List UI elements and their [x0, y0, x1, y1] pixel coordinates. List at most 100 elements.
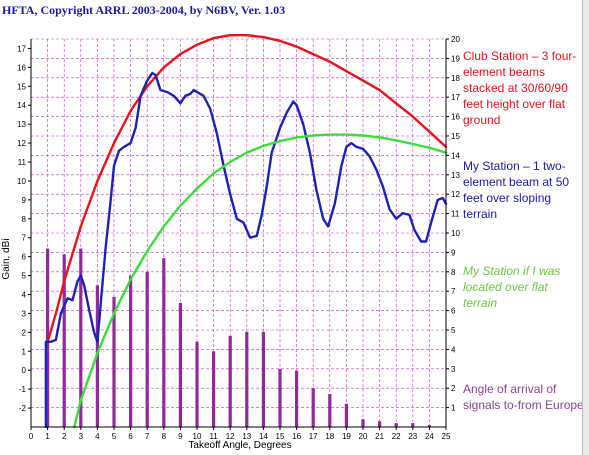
- x-tick-label: 1: [45, 432, 50, 441]
- window-edge: [582, 0, 589, 455]
- my-station-note: My Station – 1 two-element beam at 50 fe…: [463, 159, 570, 221]
- y-tick-label: 4: [22, 291, 27, 300]
- y2-tick-label: 9: [451, 248, 456, 257]
- x-tick-label: 25: [442, 432, 451, 441]
- x-tick-label: 10: [193, 432, 202, 441]
- y-tick-label: 11: [18, 158, 27, 167]
- y2-tick-label: 19: [451, 54, 460, 63]
- y2-tick-label: 17: [451, 93, 460, 102]
- x-tick-label: 11: [209, 432, 218, 441]
- y-tick-label: 12: [17, 139, 26, 148]
- arrival-bar: [129, 275, 133, 427]
- x-tick-label: 19: [342, 432, 351, 441]
- y2-tick-label: 2: [451, 384, 456, 393]
- arrival-bar: [328, 394, 332, 427]
- x-tick-label: 17: [309, 432, 318, 441]
- x-axis-label: Takeoff Angle, Degrees: [188, 440, 291, 451]
- arrival-bar: [245, 331, 249, 427]
- arrival-bar: [162, 258, 166, 427]
- arrival-bar: [228, 335, 232, 427]
- y2-tick-label: 3: [451, 365, 456, 374]
- arrival-bar: [361, 419, 365, 427]
- x-tick-label: 22: [392, 432, 401, 441]
- x-tick-label: 16: [292, 432, 301, 441]
- arrival-bar: [311, 388, 315, 427]
- x-tick-label: 5: [112, 432, 117, 441]
- y2-tick-label: 7: [451, 287, 456, 296]
- x-tick-label: 3: [79, 432, 84, 441]
- x-tick-label: 8: [162, 432, 167, 441]
- arrival-bar: [394, 423, 398, 427]
- y-tick-label: 9: [22, 196, 27, 205]
- grid-lines: [31, 38, 446, 427]
- arrival-bar: [261, 331, 265, 427]
- x-tick-label: 15: [276, 432, 285, 441]
- axes: Gain, dBi Takeoff Angle, Degrees -2-1012…: [1, 35, 460, 451]
- y2-tick-label: 16: [451, 113, 460, 122]
- y-tick-label: 7: [22, 234, 27, 243]
- arrival-bar: [195, 341, 199, 427]
- arrival-angle-note: Angle of arrival of signals to-from Euro…: [463, 382, 584, 412]
- pattern-lines: [44, 34, 448, 429]
- arrival-bar: [178, 302, 182, 427]
- x-tick-label: 24: [425, 432, 434, 441]
- series-line: [72, 133, 448, 429]
- arrival-bar: [79, 248, 83, 427]
- y2-tick-label: 10: [451, 229, 460, 238]
- series-line: [44, 71, 448, 429]
- y-tick-label: -2: [19, 404, 27, 413]
- x-tick-label: 0: [29, 432, 34, 441]
- arrival-bar: [295, 370, 299, 427]
- series-line: [46, 34, 448, 343]
- flat-terrain-note: My Station if I was located over flat te…: [463, 264, 561, 310]
- x-tick-label: 4: [95, 432, 100, 441]
- y2-tick-label: 4: [451, 345, 456, 354]
- y-tick-label: 8: [22, 215, 27, 224]
- y-tick-label: 16: [17, 63, 26, 72]
- arrival-bar: [427, 425, 431, 427]
- y2-tick-label: 1: [451, 404, 456, 413]
- x-tick-label: 9: [178, 432, 183, 441]
- y2-tick-label: 5: [451, 326, 456, 335]
- y-tick-label: 15: [17, 82, 26, 91]
- y2-tick-label: 12: [451, 190, 460, 199]
- y2-tick-label: 6: [451, 307, 456, 316]
- y2-tick-label: 14: [451, 151, 460, 160]
- y-tick-label: 10: [17, 177, 26, 186]
- x-tick-label: 20: [359, 432, 368, 441]
- x-tick-label: 12: [226, 432, 235, 441]
- x-tick-label: 23: [408, 432, 417, 441]
- y-tick-label: 17: [17, 44, 26, 53]
- y-tick-label: 13: [17, 120, 26, 129]
- app-header: HFTA, Copyright ARRL 2003-2004, by N6BV,…: [2, 3, 286, 17]
- arrival-bar: [344, 403, 348, 427]
- arrival-bar: [212, 351, 216, 427]
- x-tick-label: 14: [259, 432, 268, 441]
- y2-tick-label: 15: [451, 132, 460, 141]
- x-tick-label: 6: [128, 432, 133, 441]
- y-axis-label: Gain, dBi: [1, 238, 12, 279]
- x-tick-label: 2: [62, 432, 67, 441]
- x-tick-label: 7: [145, 432, 150, 441]
- y2-tick-label: 20: [451, 35, 460, 44]
- y-tick-label: 1: [22, 347, 27, 356]
- arrival-bar: [112, 297, 116, 427]
- y-tick-label: 5: [22, 272, 27, 281]
- arrival-bar: [278, 368, 282, 427]
- x-tick-label: 18: [325, 432, 334, 441]
- arrival-bar: [411, 423, 415, 427]
- y-tick-label: -1: [19, 385, 27, 394]
- y-tick-label: 6: [22, 253, 27, 262]
- x-tick-label: 21: [375, 432, 384, 441]
- y-tick-label: 14: [17, 101, 26, 110]
- y2-tick-label: 18: [451, 74, 460, 83]
- y2-tick-label: 11: [451, 210, 460, 219]
- y2-tick-label: 8: [451, 268, 456, 277]
- arrival-bar: [145, 271, 149, 427]
- arrival-bar: [378, 421, 382, 427]
- y-tick-label: 0: [22, 366, 27, 375]
- x-tick-label: 13: [242, 432, 251, 441]
- y-tick-label: 2: [22, 328, 27, 337]
- club-station-note: Club Station – 3 four-element beams stac…: [463, 49, 577, 127]
